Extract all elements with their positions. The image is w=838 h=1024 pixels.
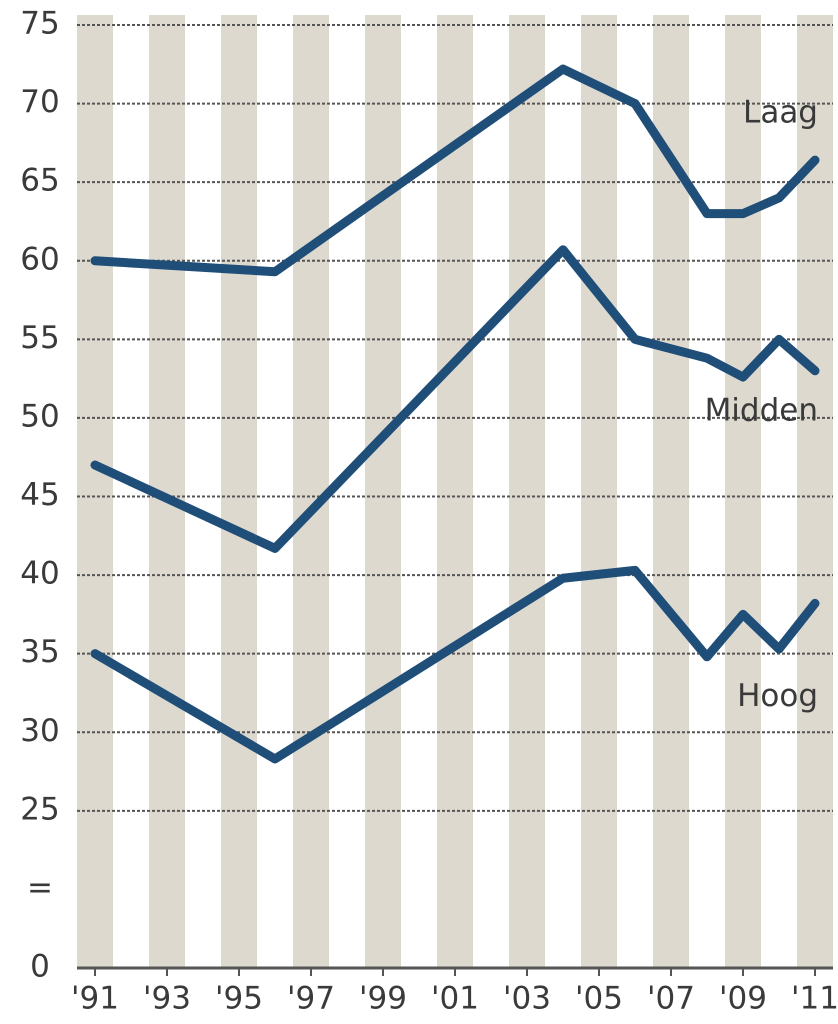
y-tick-label: 45 [20, 477, 59, 513]
year-stripe [437, 15, 473, 968]
axis-break: = [27, 870, 53, 906]
y-tick-label: 75 [20, 6, 59, 42]
year-stripe [725, 15, 761, 968]
y-tick-label: 40 [20, 556, 59, 592]
y-tick-label: 25 [20, 791, 59, 827]
x-tick-label: '95 [215, 981, 263, 1017]
y-tick-label: 0 [30, 949, 50, 985]
year-stripe [365, 15, 401, 968]
x-tick-label: '93 [143, 981, 191, 1017]
year-stripe [221, 15, 257, 968]
year-stripe [293, 15, 329, 968]
year-stripe [581, 15, 617, 968]
y-tick-label: 30 [20, 713, 59, 749]
y-tick-label: 65 [20, 163, 59, 199]
series-label: Midden [705, 392, 818, 428]
y-tick-label: 60 [20, 241, 59, 277]
series-label: Laag [743, 95, 818, 131]
series-label: Hoog [737, 678, 818, 714]
y-tick-label: 55 [20, 320, 59, 356]
series-line [90, 245, 820, 553]
x-tick-label: '99 [359, 981, 407, 1017]
x-tick-label: '91 [71, 981, 119, 1017]
year-stripe [77, 15, 113, 968]
x-tick-label: '05 [575, 981, 623, 1017]
x-tick-label: '09 [719, 981, 767, 1017]
y-tick-label: 50 [20, 398, 59, 434]
x-tick-label: '97 [287, 981, 335, 1017]
y-tick-label: 70 [20, 84, 59, 120]
series-line [90, 565, 820, 764]
x-tick-label: '07 [647, 981, 695, 1017]
year-stripe [509, 15, 545, 968]
series-line [90, 64, 820, 277]
x-tick-label: '03 [503, 981, 551, 1017]
x-tick-label: '11 [791, 981, 838, 1017]
x-tick-label: '01 [431, 981, 479, 1017]
y-tick-label: 35 [20, 634, 59, 670]
